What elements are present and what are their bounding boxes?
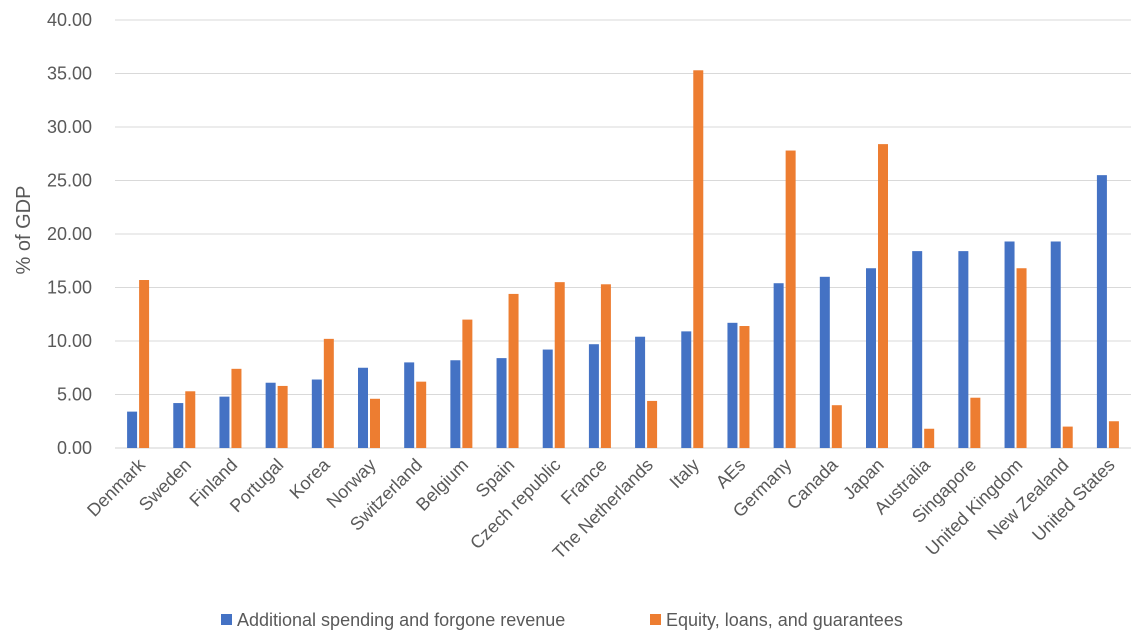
bar-spending xyxy=(1096,175,1107,448)
y-tick-label: 15.00 xyxy=(47,278,92,298)
bar-equity xyxy=(231,368,242,448)
y-tick-label: 10.00 xyxy=(47,331,92,351)
y-tick-label: 5.00 xyxy=(57,385,92,405)
bars xyxy=(127,70,1119,449)
legend-label-spending: Additional spending and forgone revenue xyxy=(237,610,565,630)
y-axis-tick-labels: 0.00 5.00 10.00 15.00 20.00 25.00 30.00 35.00 40… xyxy=(47,10,92,458)
y-tick-label: 25.00 xyxy=(47,171,92,191)
bar-equity xyxy=(323,338,334,448)
bar-equity xyxy=(1108,421,1119,448)
bar-equity xyxy=(878,144,888,448)
bar-spending xyxy=(1050,241,1061,448)
legend-swatch-spending xyxy=(221,614,232,625)
bar-equity xyxy=(693,70,704,448)
bar-equity xyxy=(185,391,196,448)
y-tick-label: 20.00 xyxy=(47,224,92,244)
bar-equity xyxy=(1062,426,1073,448)
bar-equity xyxy=(970,397,981,448)
bar-spending xyxy=(635,336,646,448)
bar-equity xyxy=(370,398,380,448)
bar-spending xyxy=(127,411,138,448)
bar-equity xyxy=(139,280,150,448)
bar-spending xyxy=(542,349,553,448)
bar-spending xyxy=(681,331,692,448)
x-category-label: Canada xyxy=(783,454,842,513)
y-axis-title: % of GDP xyxy=(13,186,35,275)
bar-spending xyxy=(866,268,876,448)
y-tick-label: 0.00 xyxy=(57,438,92,458)
bar-equity xyxy=(462,319,473,448)
legend: Additional spending and forgone revenue … xyxy=(221,610,903,630)
bar-equity xyxy=(277,385,288,448)
bar-equity xyxy=(554,282,565,448)
legend-swatch-equity xyxy=(650,614,661,625)
bar-equity xyxy=(924,428,935,448)
bar-spending xyxy=(265,382,276,448)
x-axis-category-labels: DenmarkSwedenFinlandPortugalKoreaNorwayS… xyxy=(83,454,1119,563)
x-category-label: Denmark xyxy=(83,454,149,520)
bar-spending xyxy=(912,251,923,448)
y-tick-label: 40.00 xyxy=(47,10,92,30)
bar-spending xyxy=(819,276,830,448)
y-tick-label: 30.00 xyxy=(47,117,92,137)
bar-spending xyxy=(496,358,507,448)
bar-spending xyxy=(958,251,969,448)
bar-equity xyxy=(739,326,750,448)
bar-spending xyxy=(311,379,322,448)
bar-equity xyxy=(785,150,796,449)
bar-spending xyxy=(404,362,415,448)
bar-spending xyxy=(773,283,784,448)
bar-spending xyxy=(727,322,738,448)
x-category-label: Italy xyxy=(666,455,703,492)
x-category-label: United States xyxy=(1028,455,1119,546)
bar-spending xyxy=(450,360,461,448)
bar-spending xyxy=(1004,241,1015,448)
legend-label-equity: Equity, loans, and guarantees xyxy=(666,610,903,630)
x-category-label: Belgium xyxy=(412,455,472,515)
bar-equity xyxy=(600,284,611,448)
y-tick-label: 35.00 xyxy=(47,64,92,84)
bar-spending xyxy=(358,367,368,448)
x-category-label: AEs xyxy=(712,455,749,492)
bar-equity xyxy=(508,293,519,448)
bar-equity xyxy=(831,405,842,448)
bar-spending xyxy=(219,396,230,448)
bar-equity xyxy=(416,381,427,448)
bar-spending xyxy=(173,403,184,448)
bar-spending xyxy=(588,344,599,448)
bar-equity xyxy=(647,400,658,448)
bar-equity xyxy=(1016,268,1027,448)
x-category-label: Sweden xyxy=(135,455,195,515)
